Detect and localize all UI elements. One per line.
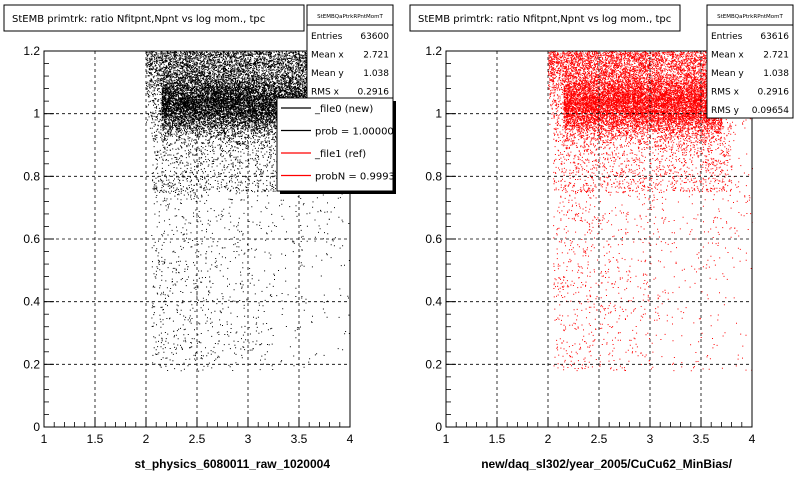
legend-entry: probN = 0.99935 [315,172,401,183]
stats-label: RMS x [711,88,740,98]
plot-frame [43,50,351,428]
y-tick-label: 0 [435,420,442,434]
stats-label: Mean x [311,51,344,61]
y-tick-label: 1 [435,107,442,121]
chart-title: StEMB primtrk: ratio Nfitpnt,Npnt vs log… [12,14,265,25]
y-tick-label: 1.2 [23,44,40,58]
plot-frame [445,50,753,428]
x-tick-label: 3 [245,432,252,446]
stats-label: Entries [711,32,743,42]
stats-box: StEMBQaPtrkRPntMomT Entries 63616 Mean x 2.… [706,4,794,119]
y-tick-label: 0.6 [425,232,442,246]
stats-label: RMS x [311,88,340,98]
stats-value: 63600 [360,32,389,42]
stats-box: StEMBQaPtrkRPntMomT Entries 63600 Mean x 2.… [306,4,394,102]
left-histogram-panel: 1 1.5 2 2.5 3 3.5 4 0 0.2 0.4 0.6 0.8 1 1.2 StEMB pri… [3,4,401,471]
axis-ticks: 1 1.5 2 2.5 3 3.5 4 0 0.2 0.4 0.6 0.8 1 1.2 [23,44,353,446]
y-tick-label: 0.2 [23,357,40,371]
stats-label: Mean y [711,69,744,79]
legend-entry: _file1 (ref) [314,149,366,160]
x-axis-label: new/daq_sl302/year_2005/CuCu62_MinBias/ [481,457,732,471]
x-tick-label: 4 [749,432,756,446]
x-tick-label: 1 [443,432,450,446]
y-tick-label: 0 [33,420,40,434]
stats-name: StEMBQaPtrkRPntMomT [717,14,783,20]
x-tick-label: 4 [347,432,354,446]
y-tick-label: 1.2 [425,44,442,58]
stats-value: 0.09654 [752,106,789,116]
grid-lines [446,51,752,427]
x-tick-label: 2.5 [189,432,206,446]
axis-ticks: 1 1.5 2 2.5 3 3.5 4 0 0.2 0.4 0.6 0.8 1 1.2 [425,44,755,446]
title-box [3,4,305,32]
x-tick-label: 2.5 [591,432,608,446]
legend-entry: _file0 (new) [314,104,373,115]
x-tick-label: 3.5 [291,432,308,446]
scatter-marks [548,51,753,372]
x-tick-label: 2 [545,432,552,446]
stats-label: Mean y [311,69,344,79]
title-box [409,4,681,32]
stats-value: 63616 [760,32,789,42]
stats-name: StEMBQaPtrkRPntMomT [317,14,383,20]
x-tick-label: 1.5 [489,432,506,446]
scatter-points-ref [548,51,753,372]
stats-value: 2.721 [763,51,789,61]
x-axis-label: st_physics_6080011_raw_1020004 [134,457,330,471]
y-tick-label: 0.2 [425,357,442,371]
stats-value: 1.038 [763,69,789,79]
x-tick-label: 1 [41,432,48,446]
stats-label: Mean x [711,51,744,61]
x-tick-label: 1.5 [87,432,104,446]
stats-value: 2.721 [363,51,389,61]
chart-title: StEMB primtrk: ratio Nfitpnt,Npnt vs log… [418,14,671,25]
y-tick-label: 0.8 [425,169,442,183]
y-tick-label: 0.4 [23,295,40,309]
x-tick-label: 3.5 [693,432,710,446]
x-tick-label: 3 [647,432,654,446]
y-tick-label: 0.8 [23,169,40,183]
stats-value: 0.2916 [358,88,390,98]
stats-label: RMS y [711,106,740,116]
stats-value: 0.2916 [758,88,790,98]
legend-entry: prob = 1.000000 [315,127,400,138]
right-histogram-panel: 1 1.5 2 2.5 3 3.5 4 0 0.2 0.4 0.6 0.8 1 1.2 StEMB pri… [409,4,794,471]
y-tick-label: 0.4 [425,295,442,309]
stats-value: 1.038 [363,69,389,79]
x-tick-label: 2 [143,432,150,446]
stats-label: Entries [311,32,343,42]
legend: _file0 (new) prob = 1.000000 _file1 (ref) p… [276,97,401,194]
y-tick-label: 0.6 [23,232,40,246]
y-tick-label: 1 [33,107,40,121]
